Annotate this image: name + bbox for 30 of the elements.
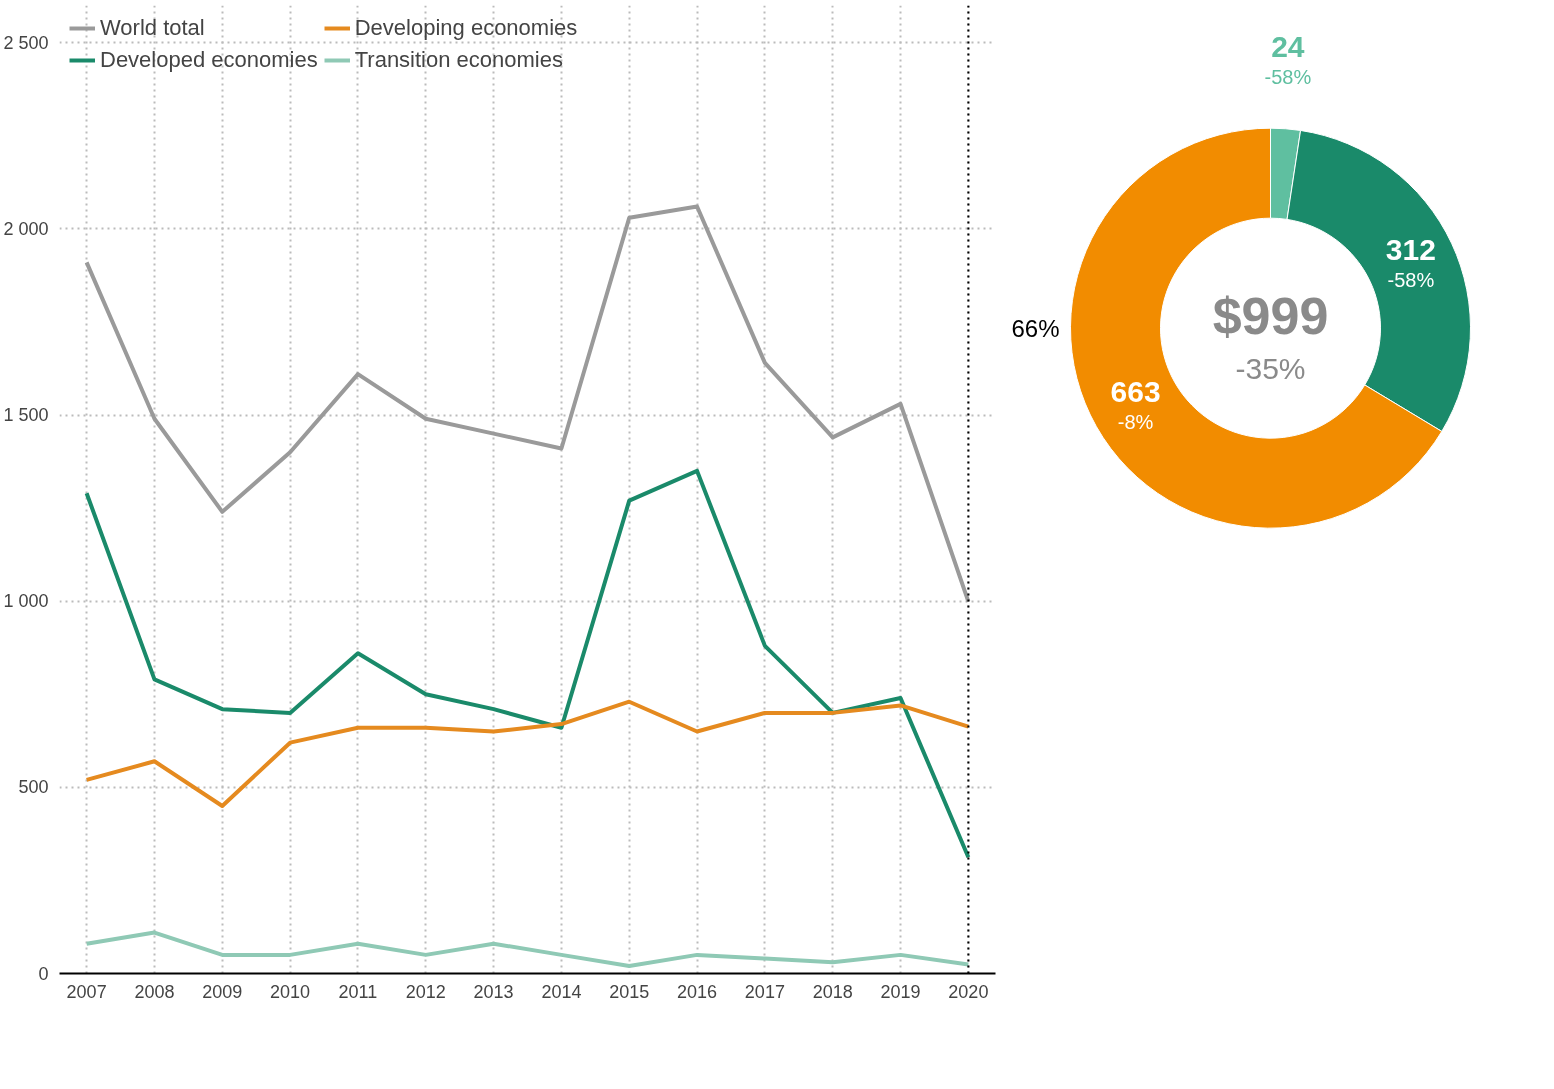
x-tick-label: 2017 — [744, 981, 785, 1002]
x-tick-label: 2020 — [948, 981, 989, 1002]
x-tick-label: 2015 — [609, 981, 650, 1002]
legend-label: World total — [100, 15, 205, 41]
legend-label: Transition economies — [354, 47, 563, 73]
y-tick-label: 1 500 — [3, 405, 49, 426]
y-tick-label: 0 — [38, 963, 49, 984]
x-tick-label: 2014 — [541, 981, 582, 1002]
legend-label: Developed economies — [100, 47, 318, 73]
text: -35% — [1235, 351, 1306, 385]
x-tick-label: 2013 — [473, 981, 514, 1002]
x-tick-label: 2010 — [270, 981, 311, 1002]
text: $999 — [1212, 287, 1329, 346]
text: 66% — [1011, 314, 1060, 342]
y-tick-label: 2 000 — [3, 218, 49, 239]
y-tick-label: 1 000 — [3, 591, 49, 612]
legend-label: Developing economies — [354, 15, 578, 41]
x-tick-label: 2019 — [880, 981, 921, 1002]
x-tick-label: 2009 — [202, 981, 243, 1002]
x-tick-label: 2011 — [338, 981, 378, 1002]
x-tick-label: 2007 — [66, 981, 107, 1002]
y-tick-label: 2 500 — [3, 32, 49, 53]
x-tick-label: 2016 — [677, 981, 718, 1002]
data-label: 312 -58% — [1385, 233, 1436, 292]
x-tick-label: 2012 — [405, 981, 446, 1002]
x-tick-label: 2018 — [812, 981, 853, 1002]
data-label: 663 -8% — [1110, 375, 1161, 434]
data-label: 24 -58% — [1264, 29, 1312, 88]
y-tick-label: 500 — [18, 777, 49, 798]
x-tick-label: 2008 — [134, 981, 175, 1002]
